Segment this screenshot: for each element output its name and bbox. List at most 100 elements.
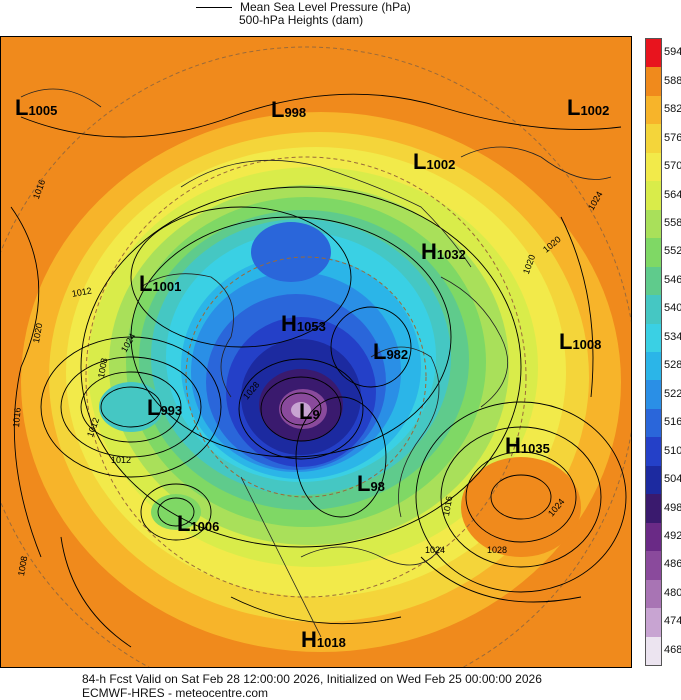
pressure-value: 1002	[426, 157, 456, 172]
isobar-value-label: 1016	[11, 407, 23, 428]
pressure-value: 982	[386, 347, 409, 362]
height-low-pacific	[99, 382, 163, 432]
pressure-system-label: H1032	[421, 239, 466, 265]
coastlines	[20, 88, 612, 638]
heights-legend-label: 500-hPa Heights (dam)	[239, 13, 364, 27]
pressure-value: 98	[370, 479, 385, 494]
colorbar-tick-label: 504	[664, 473, 681, 486]
pressure-value: 1002	[580, 103, 610, 118]
pressure-system-label: L993	[147, 395, 182, 421]
pressure-value: 1053	[296, 319, 326, 334]
low-letter: L	[357, 471, 371, 496]
pressure-value: 998	[284, 105, 307, 120]
colorbar-tick-label: 522	[664, 387, 681, 400]
pressure-legend-label: Mean Sea Level Pressure (hPa)	[240, 0, 411, 14]
low-letter: L	[177, 511, 191, 536]
pressure-system-label: L1005	[15, 95, 57, 121]
colorbar-swatch	[646, 323, 661, 353]
isobar-value-label: 1024	[425, 545, 446, 555]
isobar-value-label: 1028	[487, 545, 508, 555]
colorbar-swatch	[646, 437, 661, 467]
high-letter: H	[421, 239, 437, 264]
colorbar-swatch	[646, 266, 661, 296]
low-letter: L	[271, 97, 285, 122]
colorbar-swatch	[646, 95, 661, 125]
colorbar-tick-label: 516	[664, 416, 681, 429]
colorbar-tick-label: 498	[664, 501, 681, 514]
colorbar-tick-label: 558	[664, 216, 681, 229]
low-letter: L	[567, 95, 581, 120]
colorbar-tick-label: 540	[664, 302, 681, 315]
colorbar-tick-label: 534	[664, 330, 681, 343]
colorbar-swatch	[646, 295, 661, 325]
pressure-system-label: L1008	[559, 329, 601, 355]
colorbar-swatch	[646, 152, 661, 182]
pressure-system-label: L1001	[139, 271, 181, 297]
map-footer: 84-h Fcst Valid on Sat Feb 28 12:00:00 2…	[82, 672, 542, 700]
height-colorbar	[645, 38, 662, 666]
colorbar-swatch	[646, 522, 661, 552]
colorbar-tick-label: 486	[664, 558, 681, 571]
polar-stereographic-map: L1005 L998 L1002 L1002 H1032 L1001 H1053…	[0, 36, 632, 668]
pressure-system-label: L998	[271, 97, 306, 123]
high-letter: H	[281, 311, 297, 336]
colorbar-tick-label: 528	[664, 359, 681, 372]
colorbar-tick-label: 588	[664, 74, 681, 87]
low-letter: L	[147, 395, 161, 420]
colorbar-swatch	[646, 579, 661, 609]
pressure-system-label: L982	[373, 339, 408, 365]
low-letter: L	[559, 329, 573, 354]
colorbar-swatch	[646, 124, 661, 154]
low-letter: L	[139, 271, 153, 296]
pressure-system-label: L1002	[413, 149, 455, 175]
height-trough-east-asia	[251, 222, 331, 282]
colorbar-tick-label: 582	[664, 103, 681, 116]
colorbar-tick-label: 546	[664, 273, 681, 286]
colorbar-swatch	[646, 494, 661, 524]
colorbar-swatch	[646, 636, 661, 666]
colorbar-tick-label: 576	[664, 131, 681, 144]
low-letter: L	[413, 149, 427, 174]
isobar-contours	[10, 93, 627, 648]
pressure-value: 1008	[572, 337, 602, 352]
pressure-value: 1035	[520, 441, 550, 456]
colorbar-tick-label: 594	[664, 46, 681, 59]
latitude-circles	[1, 46, 631, 667]
map-legend: Mean Sea Level Pressure (hPa) 500-hPa He…	[196, 0, 496, 34]
high-letter: H	[301, 627, 317, 652]
colorbar-swatch	[646, 608, 661, 638]
colorbar-tick-label: 480	[664, 586, 681, 599]
colorbar-swatch	[646, 209, 661, 239]
colorbar-tick-label: 510	[664, 444, 681, 457]
forecast-valid-text: 84-h Fcst Valid on Sat Feb 28 12:00:00 2…	[82, 672, 542, 686]
colorbar-swatch	[646, 67, 661, 97]
colorbar-swatch	[646, 551, 661, 581]
pressure-value: 1006	[190, 519, 220, 534]
colorbar-swatch	[646, 465, 661, 495]
colorbar-swatch	[646, 238, 661, 268]
low-letter: L	[15, 95, 29, 120]
low-letter: L	[299, 399, 313, 424]
pressure-value: 1001	[152, 279, 182, 294]
colorbar-tick-label: 474	[664, 615, 681, 628]
pressure-system-label: L1002	[567, 95, 609, 121]
height-ridge-atlantic	[461, 457, 581, 557]
low-letter: L	[373, 339, 387, 364]
colorbar-tick-label: 468	[664, 643, 681, 656]
colorbar-tick-label: 564	[664, 188, 681, 201]
colorbar-tick-label: 492	[664, 529, 681, 542]
colorbar-tick-label: 570	[664, 160, 681, 173]
height-low-baja	[151, 494, 201, 530]
high-letter: H	[505, 433, 521, 458]
pressure-system-label: H1053	[281, 311, 326, 337]
colorbar-tick-label: 552	[664, 245, 681, 258]
pressure-value: 1005	[28, 103, 58, 118]
model-source-text: ECMWF-HRES - meteocentre.com	[82, 686, 269, 700]
pressure-value: 9	[312, 407, 320, 422]
pressure-contour-line-sample	[196, 7, 232, 8]
colorbar-swatch	[646, 352, 661, 381]
colorbar-swatch	[646, 181, 661, 211]
colorbar-swatch	[646, 408, 661, 438]
pressure-system-label: H1035	[505, 433, 550, 459]
pressure-system-label: L1006	[177, 511, 219, 537]
